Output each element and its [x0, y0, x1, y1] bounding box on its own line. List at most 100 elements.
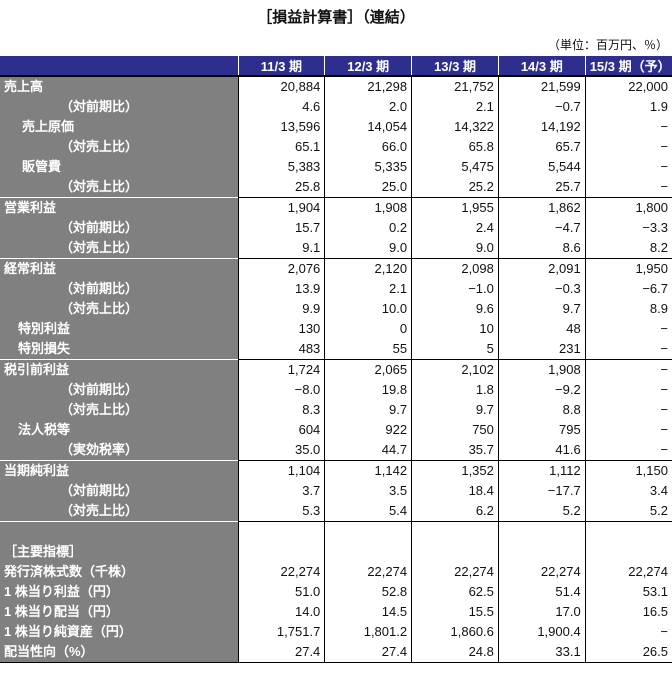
value-cell: 9.6 — [411, 299, 499, 319]
value-cell: 26.5 — [584, 642, 672, 663]
value-cell: 604 — [237, 420, 325, 440]
value-cell: 9.7 — [497, 299, 586, 319]
value-cell: 25.7 — [497, 177, 586, 198]
column-header: 15/3 期（予） — [584, 56, 672, 77]
value-cell: 65.7 — [497, 137, 586, 157]
value-cell: − — [584, 359, 672, 380]
value-cell: 1,724 — [237, 359, 325, 380]
row-label: （対売上比） — [0, 400, 238, 420]
value-cell: 13.9 — [237, 279, 325, 299]
value-cell: 21,599 — [497, 76, 586, 97]
table-row: 1 株当り配当（円） 14.0 14.5 15.5 17.0 16.5 — [0, 602, 672, 622]
value-cell: 3.7 — [237, 481, 325, 501]
value-cell: 55 — [324, 339, 412, 360]
value-cell: 65.1 — [237, 137, 325, 157]
row-label: 特別利益 — [0, 319, 238, 339]
value-cell: 2,120 — [324, 258, 412, 279]
header-row: 11/3 期 12/3 期 13/3 期 14/3 期 15/3 期（予） — [0, 56, 672, 77]
value-cell: − — [584, 117, 672, 137]
value-cell: 130 — [237, 319, 325, 339]
value-cell: − — [584, 157, 672, 177]
value-cell: 17.0 — [497, 602, 586, 622]
value-cell: 5 — [411, 339, 499, 360]
value-cell: 16.5 — [584, 602, 672, 622]
value-cell: 1,900.4 — [497, 622, 586, 642]
value-cell: −1.0 — [411, 279, 499, 299]
table-row: 特別損失 483 55 5 231− — [0, 339, 672, 360]
value-cell: 231 — [497, 339, 586, 360]
table-row: （対売上比） 9.9 10.0 9.6 9.7 8.9 — [0, 299, 672, 319]
value-cell — [411, 542, 499, 562]
value-cell: 9.1 — [237, 238, 325, 259]
row-label: （対前期比） — [0, 97, 238, 117]
value-cell: 1,800 — [584, 197, 672, 218]
value-cell: − — [584, 137, 672, 157]
value-cell: 65.8 — [411, 137, 499, 157]
value-cell: 2.4 — [411, 218, 499, 238]
value-cell: 25.8 — [237, 177, 325, 198]
value-cell: 5,335 — [324, 157, 412, 177]
value-cell: 2.1 — [324, 279, 412, 299]
row-label: 発行済株式数（千株） — [0, 562, 238, 582]
value-cell: 62.5 — [411, 582, 499, 602]
value-cell: 27.4 — [324, 642, 412, 663]
row-label — [0, 521, 238, 542]
value-cell: 5.4 — [324, 501, 412, 522]
table-row: 発行済株式数（千株） 22,274 22,274 22,274 22,274 22,274 — [0, 562, 672, 582]
value-cell: 66.0 — [324, 137, 412, 157]
value-cell: 5.3 — [237, 501, 325, 522]
value-cell: 10.0 — [324, 299, 412, 319]
value-cell: − — [584, 440, 672, 461]
value-cell: 22,274 — [237, 562, 325, 582]
value-cell: 1.8 — [411, 380, 499, 400]
value-cell: 22,274 — [324, 562, 412, 582]
value-cell: 483 — [237, 339, 325, 360]
row-label: 販管費 — [0, 157, 238, 177]
row-label: 売上原価 — [0, 117, 238, 137]
value-cell: 5,475 — [411, 157, 499, 177]
header-blank — [0, 56, 238, 77]
row-label: 経常利益 — [0, 258, 238, 279]
value-cell: 2,076 — [237, 258, 325, 279]
value-cell — [584, 521, 672, 542]
value-cell: 1.9 — [584, 97, 672, 117]
value-cell: 3.4 — [584, 481, 672, 501]
value-cell: 14,054 — [324, 117, 412, 137]
value-cell: 14,192 — [497, 117, 586, 137]
value-cell: 5.2 — [497, 501, 586, 522]
value-cell: 35.7 — [411, 440, 499, 461]
value-cell: − — [584, 400, 672, 420]
value-cell: 9.0 — [411, 238, 499, 259]
value-cell: 22,274 — [497, 562, 586, 582]
row-label: 税引前利益 — [0, 359, 238, 380]
row-label: （対売上比） — [0, 299, 238, 319]
value-cell: 2,098 — [411, 258, 499, 279]
value-cell: 13,596 — [237, 117, 325, 137]
value-cell: 1,104 — [237, 460, 325, 481]
row-label: （対売上比） — [0, 137, 238, 157]
value-cell: 5,383 — [237, 157, 325, 177]
value-cell: 8.2 — [584, 238, 672, 259]
value-cell: − — [584, 319, 672, 339]
row-label: （対売上比） — [0, 238, 238, 259]
value-cell — [497, 542, 586, 562]
row-label: （対売上比） — [0, 501, 238, 522]
table-row: 配当性向（%） 27.4 27.4 24.8 33.1 26.5 — [0, 642, 672, 663]
value-cell: 0 — [324, 319, 412, 339]
value-cell: −3.3 — [584, 218, 672, 238]
value-cell: 51.0 — [237, 582, 325, 602]
table-row: 売上原価 13,596 14,054 14,322 14,192− — [0, 117, 672, 137]
value-cell: 2.1 — [411, 97, 499, 117]
value-cell: −17.7 — [497, 481, 586, 501]
value-cell: 22,000 — [584, 76, 672, 97]
table-row: （対前期比） −8.0 19.8 1.8 −9.2− — [0, 380, 672, 400]
value-cell: 14.0 — [237, 602, 325, 622]
value-cell: − — [584, 177, 672, 198]
table-row: 経常利益 2,076 2,120 2,098 2,091 1,950 — [0, 258, 672, 279]
table-row — [0, 521, 672, 542]
table-row: 法人税等 604 922 750 795− — [0, 420, 672, 440]
value-cell: 1,142 — [324, 460, 412, 481]
row-label: 当期純利益 — [0, 460, 238, 481]
value-cell — [497, 521, 586, 542]
value-cell: 2,065 — [324, 359, 412, 380]
